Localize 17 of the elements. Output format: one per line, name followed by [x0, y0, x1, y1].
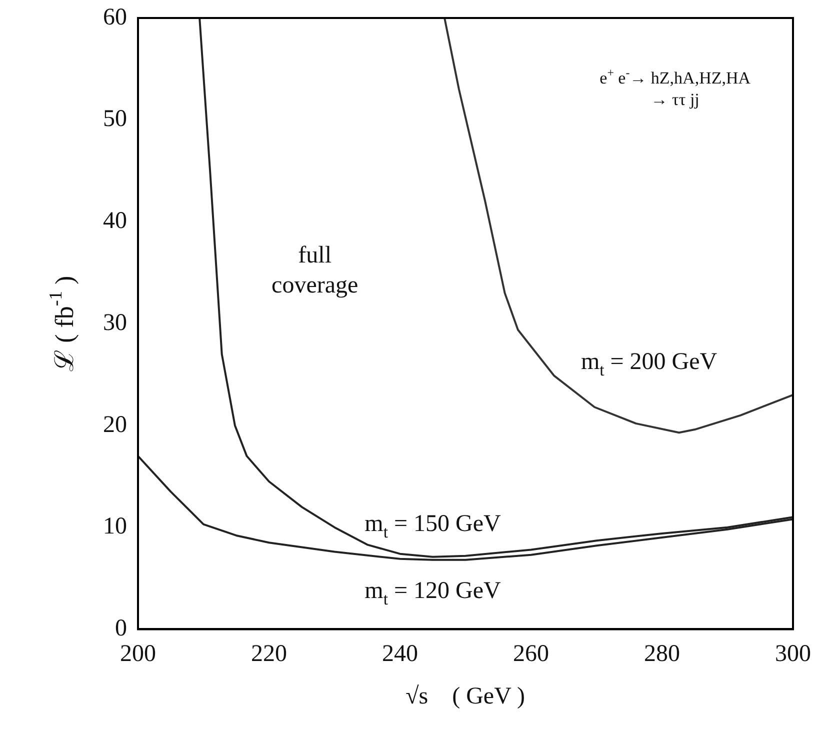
y-tick-label: 60 [103, 4, 127, 30]
y-tick-label: 40 [103, 208, 127, 234]
x-tick-label: 300 [775, 640, 811, 667]
x-axis-title: √s ( GeV ) [406, 683, 525, 710]
x-tick-label: 200 [120, 640, 156, 667]
y-tick-label: 0 [115, 615, 127, 642]
y-tick-label: 30 [103, 310, 127, 336]
y-tick-label: 10 [103, 514, 127, 540]
annotation: full coverage [272, 242, 358, 299]
x-tick-label: 280 [644, 640, 680, 667]
y-tick-label: 20 [103, 412, 127, 438]
x-tick-label: 260 [513, 640, 549, 667]
x-tick-label: 240 [382, 640, 418, 667]
x-tick-label: 220 [251, 640, 287, 667]
y-axis-title: ℒ ( fb-1 ) [46, 276, 79, 372]
annotation: e+ e-→ hZ,hA,HZ,HA → ττ jj [600, 65, 752, 109]
y-tick-label: 50 [103, 106, 127, 132]
